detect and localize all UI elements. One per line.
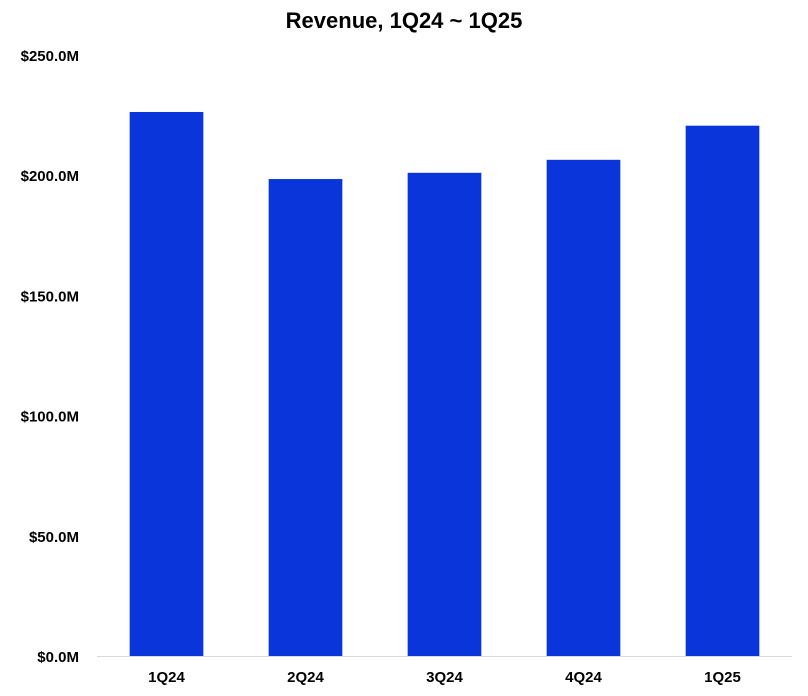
y-tick-label: $50.0M: [29, 529, 79, 546]
bars: [129, 111, 760, 657]
y-tick-label: $250.0M: [21, 48, 79, 65]
y-axis: $0.0M $50.0M $100.0M $150.0M $200.0M $250.0M: [21, 48, 79, 666]
x-tick-label: 2Q24: [287, 669, 324, 686]
chart-title: Revenue, 1Q24 ~ 1Q25: [285, 8, 523, 33]
bar-2q24: [268, 179, 343, 657]
bar-4q24: [546, 159, 621, 657]
x-tick-label: 3Q24: [426, 669, 463, 686]
bar-1q25: [685, 125, 760, 656]
x-tick-label: 1Q24: [148, 669, 185, 686]
y-tick-label: $200.0M: [21, 168, 79, 185]
y-tick-label: $0.0M: [37, 649, 79, 666]
x-axis: 1Q24 2Q24 3Q24 4Q24 1Q25: [148, 669, 741, 686]
y-tick-label: $100.0M: [21, 409, 79, 426]
x-tick-label: 4Q24: [565, 669, 602, 686]
x-tick-label: 1Q25: [704, 669, 741, 686]
y-tick-label: $150.0M: [21, 288, 79, 305]
bar-3q24: [407, 172, 482, 656]
bar-1q24: [129, 111, 204, 657]
